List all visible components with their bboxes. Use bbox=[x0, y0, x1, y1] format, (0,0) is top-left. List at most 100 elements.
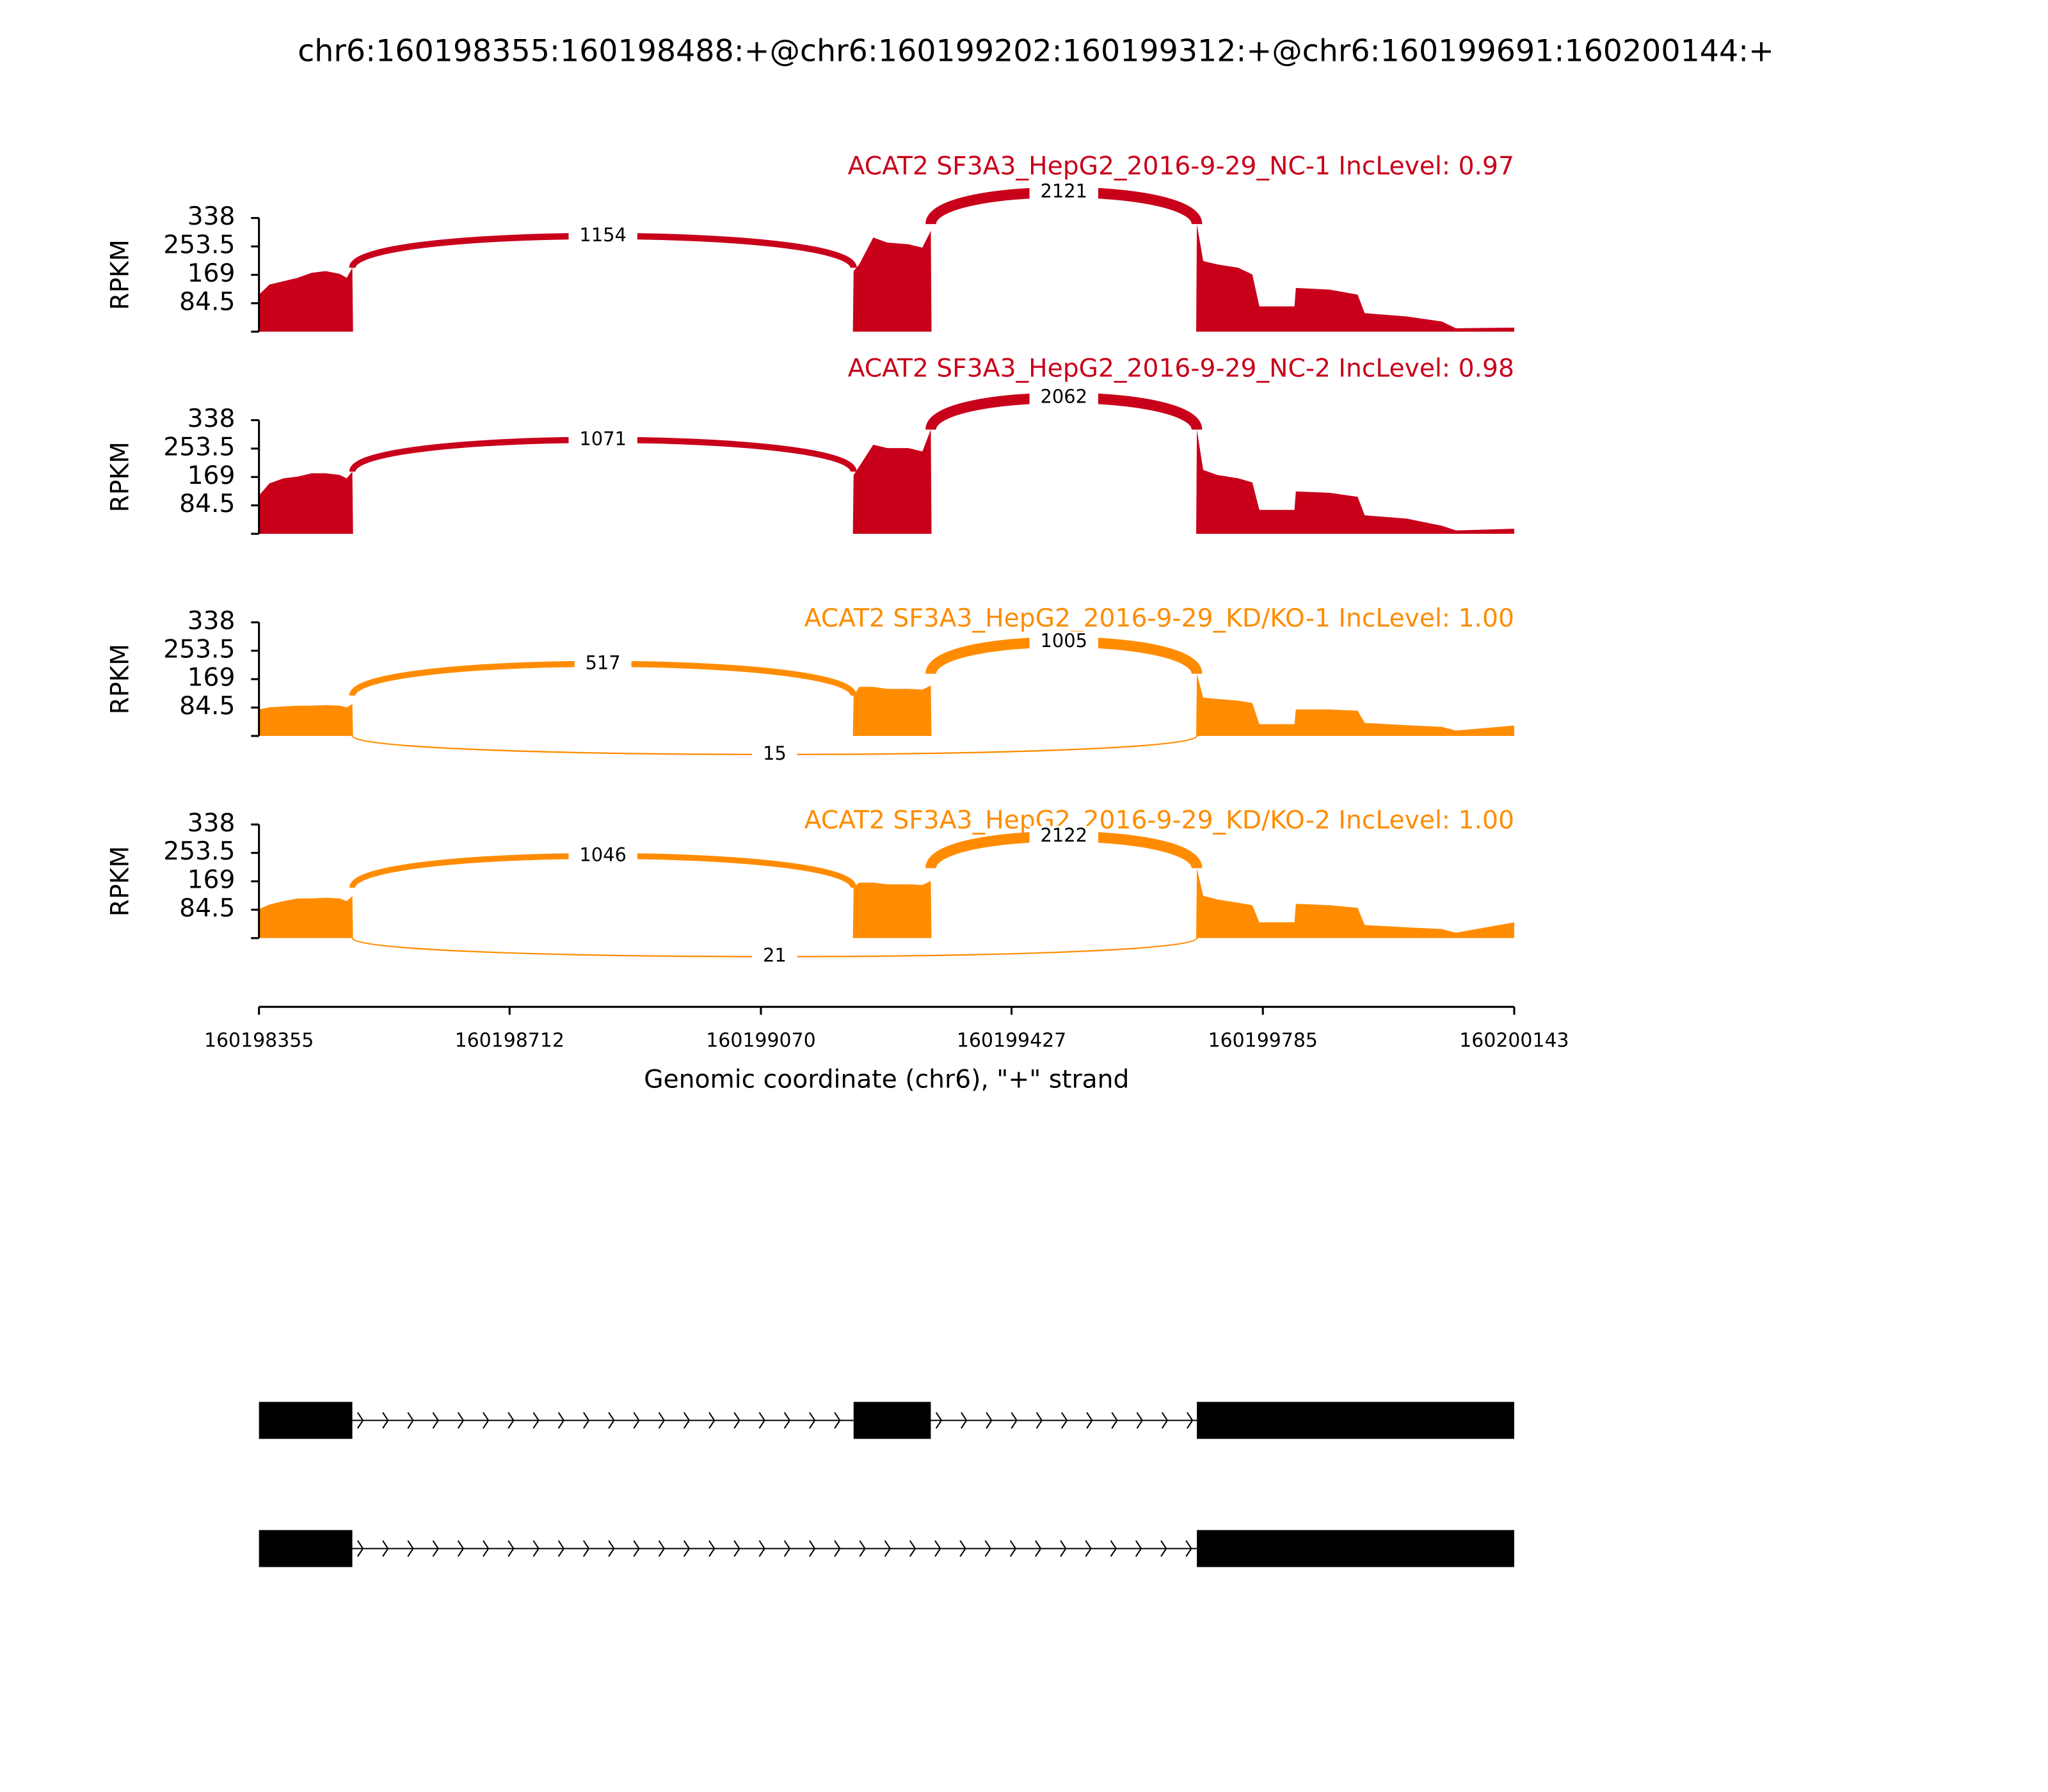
junction-count-label: 517 bbox=[586, 652, 621, 673]
junction-label-box bbox=[568, 225, 637, 247]
intron-arrow bbox=[557, 1412, 565, 1429]
intron-arrow bbox=[783, 1540, 791, 1557]
figure-title: chr6:160198355:160198488:+@chr6:16019920… bbox=[298, 34, 1774, 69]
y-tick-label: 253.5 bbox=[163, 837, 235, 866]
y-tick-label: 84.5 bbox=[179, 894, 235, 923]
y-tick-label: 338 bbox=[188, 809, 236, 838]
y-axis-label: RPKM bbox=[106, 442, 134, 512]
x-tick-label: 160199785 bbox=[1208, 1029, 1318, 1052]
intron-arrow bbox=[532, 1412, 540, 1429]
y-tick-label: 169 bbox=[188, 259, 236, 288]
intron-arrow bbox=[608, 1540, 615, 1557]
intron-arrow bbox=[708, 1540, 716, 1557]
panel-title: ACAT2 SF3A3_HepG2_2016-9-29_KD/KO-2 IncL… bbox=[804, 806, 1514, 835]
intron-arrow bbox=[1085, 1540, 1092, 1557]
x-tick-label: 160198712 bbox=[455, 1029, 564, 1052]
junction-count-label: 21 bbox=[763, 945, 787, 966]
y-tick-label: 338 bbox=[188, 202, 236, 231]
intron-arrow bbox=[884, 1540, 892, 1557]
panel-title: ACAT2 SF3A3_HepG2_2016-9-29_NC-2 IncLeve… bbox=[848, 355, 1514, 383]
coverage-area bbox=[259, 868, 1514, 938]
intron-arrow bbox=[1111, 1412, 1118, 1429]
y-tick-label: 169 bbox=[188, 866, 236, 895]
intron-arrow bbox=[1035, 1540, 1042, 1557]
intron-arrow bbox=[909, 1540, 916, 1557]
intron-arrow bbox=[1187, 1412, 1194, 1429]
x-tick-label: 160198355 bbox=[204, 1029, 314, 1052]
junction-label-box bbox=[1029, 631, 1098, 653]
intron-arrow bbox=[733, 1540, 740, 1557]
intron-arrow bbox=[683, 1412, 691, 1429]
y-tick-label: 84.5 bbox=[179, 490, 235, 518]
intron-arrow bbox=[808, 1412, 816, 1429]
junction-label-box bbox=[752, 744, 797, 765]
intron-arrow bbox=[407, 1412, 414, 1429]
junction-count-label: 2062 bbox=[1040, 386, 1087, 408]
intron-arrow bbox=[935, 1412, 943, 1429]
exon bbox=[259, 1530, 353, 1567]
intron-arrow bbox=[532, 1540, 540, 1557]
y-tick-label: 169 bbox=[188, 461, 236, 490]
intron-arrow bbox=[633, 1540, 640, 1557]
intron-arrow bbox=[959, 1540, 966, 1557]
intron-arrow bbox=[834, 1540, 841, 1557]
exon bbox=[1197, 1530, 1514, 1567]
junction-count-label: 1005 bbox=[1040, 630, 1087, 652]
y-tick-label: 253.5 bbox=[163, 433, 235, 461]
intron-arrow bbox=[557, 1540, 565, 1557]
intron-arrow bbox=[658, 1412, 666, 1429]
y-tick-label: 84.5 bbox=[179, 692, 235, 721]
exon bbox=[853, 1402, 931, 1439]
intron-arrow bbox=[382, 1412, 389, 1429]
coverage-area bbox=[259, 429, 1514, 534]
y-tick-label: 169 bbox=[188, 664, 236, 692]
intron-arrow bbox=[934, 1540, 941, 1557]
intron-arrow bbox=[432, 1540, 439, 1557]
intron-arrow bbox=[986, 1412, 993, 1429]
junction-label-box bbox=[1029, 182, 1098, 204]
y-axis-label: RPKM bbox=[106, 644, 134, 714]
intron-arrow bbox=[859, 1540, 866, 1557]
intron-arrow bbox=[708, 1412, 716, 1429]
junction-count-label: 2122 bbox=[1040, 824, 1087, 846]
coverage-area bbox=[259, 673, 1514, 736]
x-tick-label: 160200143 bbox=[1459, 1029, 1569, 1052]
intron-arrow bbox=[783, 1412, 791, 1429]
junction-count-label: 2121 bbox=[1040, 180, 1087, 202]
intron-arrow bbox=[457, 1540, 465, 1557]
x-tick-label: 160199070 bbox=[706, 1029, 815, 1052]
intron-arrow bbox=[407, 1540, 414, 1557]
intron-arrow bbox=[483, 1540, 490, 1557]
junction-count-label: 1071 bbox=[579, 428, 627, 449]
junction-label-box bbox=[1029, 826, 1098, 847]
intron-arrow bbox=[457, 1412, 465, 1429]
intron-arrow bbox=[356, 1540, 364, 1557]
exon bbox=[259, 1402, 353, 1439]
intron-arrow bbox=[582, 1540, 590, 1557]
intron-arrow bbox=[1036, 1412, 1043, 1429]
junction-count-label: 1046 bbox=[579, 844, 627, 865]
panel-title: ACAT2 SF3A3_HepG2_2016-9-29_KD/KO-1 IncL… bbox=[804, 604, 1514, 633]
y-axis-label: RPKM bbox=[106, 239, 134, 310]
y-tick-label: 253.5 bbox=[163, 231, 235, 260]
y-tick-label: 253.5 bbox=[163, 635, 235, 664]
intron-arrow bbox=[356, 1412, 364, 1429]
intron-arrow bbox=[1135, 1540, 1142, 1557]
intron-arrow bbox=[1161, 1412, 1169, 1429]
intron-arrow bbox=[483, 1412, 490, 1429]
intron-arrow bbox=[382, 1540, 389, 1557]
intron-arrow bbox=[758, 1412, 765, 1429]
x-tick-label: 160199427 bbox=[957, 1029, 1066, 1052]
panel-title: ACAT2 SF3A3_HepG2_2016-9-29_NC-1 IncLeve… bbox=[848, 152, 1514, 181]
intron-arrow bbox=[834, 1412, 841, 1429]
intron-arrow bbox=[508, 1540, 515, 1557]
intron-arrow bbox=[1011, 1412, 1018, 1429]
intron-arrow bbox=[508, 1412, 515, 1429]
junction-label-box bbox=[568, 845, 637, 867]
intron-arrow bbox=[1086, 1412, 1093, 1429]
intron-arrow bbox=[1136, 1412, 1143, 1429]
intron-arrow bbox=[633, 1412, 640, 1429]
